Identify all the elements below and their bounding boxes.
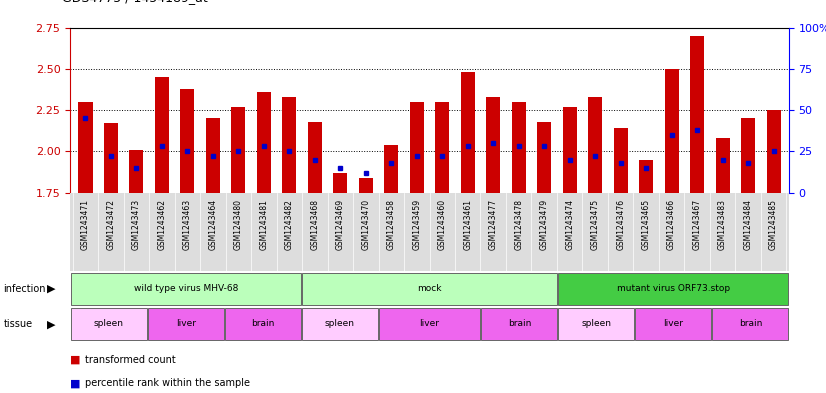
Bar [741, 118, 755, 193]
Bar [155, 77, 169, 193]
Text: tissue: tissue [3, 319, 32, 329]
Bar [767, 110, 781, 193]
Text: GSM1243473: GSM1243473 [132, 199, 141, 250]
Text: GSM1243468: GSM1243468 [311, 199, 320, 250]
Text: GSM1243461: GSM1243461 [463, 199, 472, 250]
Text: GSM1243472: GSM1243472 [107, 199, 116, 250]
Bar [487, 97, 501, 193]
Bar [180, 88, 194, 193]
Text: GSM1243466: GSM1243466 [667, 199, 676, 250]
Bar [71, 308, 147, 340]
Bar [206, 118, 220, 193]
Text: GSM1243462: GSM1243462 [158, 199, 167, 250]
Text: GSM1243458: GSM1243458 [387, 199, 396, 250]
Bar [410, 102, 424, 193]
Text: GSM1243465: GSM1243465 [642, 199, 651, 250]
Text: liver: liver [420, 319, 439, 328]
Bar [71, 273, 301, 305]
Bar [665, 69, 679, 193]
Bar [148, 308, 224, 340]
Bar [563, 107, 577, 193]
Text: GSM1243481: GSM1243481 [259, 199, 268, 250]
Text: brain: brain [508, 319, 531, 328]
Text: transformed count: transformed count [85, 354, 176, 365]
Text: ▶: ▶ [47, 319, 55, 329]
Text: GSM1243475: GSM1243475 [591, 199, 600, 250]
Text: GSM1243485: GSM1243485 [769, 199, 778, 250]
Bar [257, 92, 271, 193]
Bar [558, 273, 788, 305]
Text: GSM1243483: GSM1243483 [718, 199, 727, 250]
Bar [78, 102, 93, 193]
Bar [104, 123, 118, 193]
Text: GSM1243478: GSM1243478 [515, 199, 523, 250]
Bar [308, 121, 322, 193]
Text: wild type virus MHV-68: wild type virus MHV-68 [134, 284, 238, 293]
Text: spleen: spleen [325, 319, 354, 328]
Bar [435, 102, 449, 193]
Bar [558, 308, 634, 340]
Text: GSM1243482: GSM1243482 [285, 199, 294, 250]
Text: spleen: spleen [93, 319, 124, 328]
Text: GSM1243464: GSM1243464 [208, 199, 217, 250]
Text: GSM1243463: GSM1243463 [183, 199, 192, 250]
Bar [282, 97, 297, 193]
Bar [712, 308, 788, 340]
Text: GSM1243460: GSM1243460 [438, 199, 447, 250]
Bar [537, 121, 551, 193]
Text: GSM1243484: GSM1243484 [743, 199, 752, 250]
Text: GSM1243470: GSM1243470 [361, 199, 370, 250]
Text: GSM1243479: GSM1243479 [539, 199, 548, 250]
Bar [614, 128, 628, 193]
Text: GDS4775 / 1454189_at: GDS4775 / 1454189_at [62, 0, 207, 4]
Bar [588, 97, 602, 193]
Bar [231, 107, 245, 193]
Text: GSM1243476: GSM1243476 [616, 199, 625, 250]
Text: mutant virus ORF73.stop: mutant virus ORF73.stop [617, 284, 730, 293]
Bar [301, 308, 377, 340]
Text: GSM1243477: GSM1243477 [489, 199, 498, 250]
Bar [635, 308, 711, 340]
Text: ▶: ▶ [47, 284, 55, 294]
Bar [378, 308, 481, 340]
Text: GSM1243459: GSM1243459 [412, 199, 421, 250]
Bar [715, 138, 729, 193]
Text: ■: ■ [70, 354, 81, 365]
Text: percentile rank within the sample: percentile rank within the sample [85, 378, 250, 388]
Bar [690, 36, 704, 193]
Bar [358, 178, 373, 193]
Bar [334, 173, 348, 193]
Bar [130, 150, 144, 193]
Text: liver: liver [663, 319, 683, 328]
Text: GSM1243480: GSM1243480 [234, 199, 243, 250]
Bar [639, 160, 653, 193]
Text: ■: ■ [70, 378, 81, 388]
Bar [384, 145, 398, 193]
Text: GSM1243471: GSM1243471 [81, 199, 90, 250]
Text: spleen: spleen [582, 319, 611, 328]
Text: GSM1243474: GSM1243474 [565, 199, 574, 250]
Bar [482, 308, 558, 340]
Text: brain: brain [251, 319, 274, 328]
Text: GSM1243467: GSM1243467 [692, 199, 701, 250]
Text: infection: infection [3, 284, 45, 294]
Bar [301, 273, 558, 305]
Text: GSM1243469: GSM1243469 [336, 199, 344, 250]
Text: brain: brain [738, 319, 762, 328]
Bar [461, 72, 475, 193]
Text: mock: mock [417, 284, 442, 293]
Text: liver: liver [176, 319, 196, 328]
Bar [511, 102, 525, 193]
Bar [225, 308, 301, 340]
